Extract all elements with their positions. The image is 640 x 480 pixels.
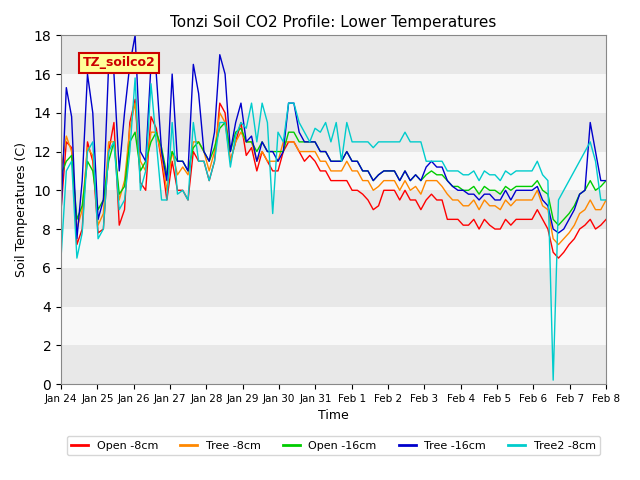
Bar <box>61 307 606 345</box>
Text: TZ_soilco2: TZ_soilco2 <box>83 56 156 69</box>
Y-axis label: Soil Temperatures (C): Soil Temperatures (C) <box>15 142 28 277</box>
Bar <box>61 345 606 384</box>
X-axis label: Time: Time <box>318 409 349 422</box>
Bar <box>61 36 606 74</box>
Bar <box>61 74 606 113</box>
Bar <box>61 152 606 190</box>
Bar <box>61 229 606 268</box>
Bar <box>61 190 606 229</box>
Title: Tonzi Soil CO2 Profile: Lower Temperatures: Tonzi Soil CO2 Profile: Lower Temperatur… <box>170 15 497 30</box>
Bar <box>61 113 606 152</box>
Legend: Open -8cm, Tree -8cm, Open -16cm, Tree -16cm, Tree2 -8cm: Open -8cm, Tree -8cm, Open -16cm, Tree -… <box>67 436 600 455</box>
Bar <box>61 268 606 307</box>
